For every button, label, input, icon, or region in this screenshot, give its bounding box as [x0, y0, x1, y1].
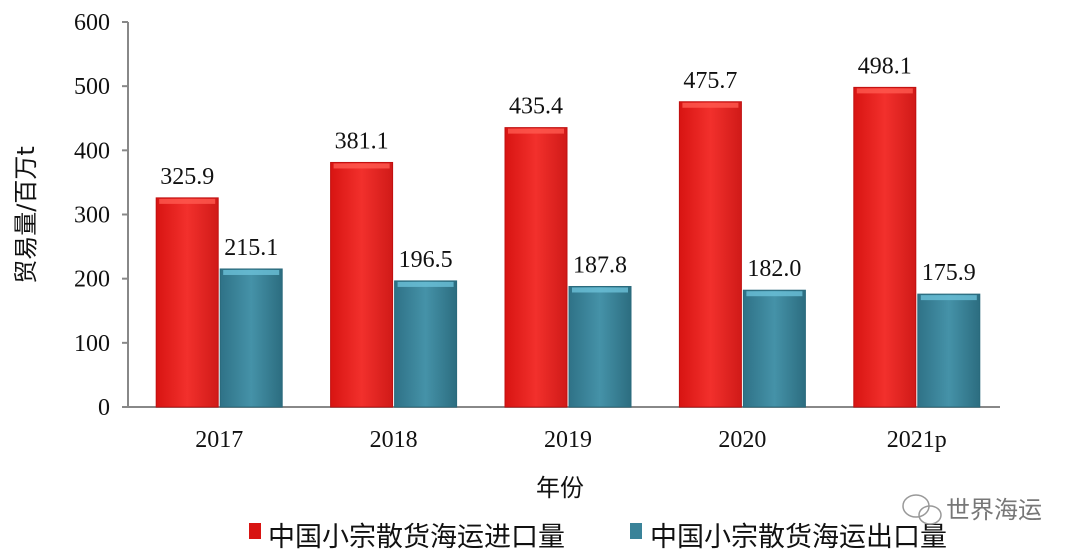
export-data-label: 215.1	[224, 235, 278, 261]
import-bar-top	[333, 163, 390, 169]
y-tick-label: 100	[74, 331, 110, 357]
export-data-label: 196.5	[399, 247, 453, 273]
legend-label-export: 中国小宗散货海运出口量	[650, 522, 947, 553]
import-bar	[678, 101, 742, 408]
export-bar	[219, 268, 283, 408]
legend-label-import: 中国小宗散货海运进口量	[268, 522, 565, 553]
import-data-label: 498.1	[858, 53, 912, 79]
import-bar	[330, 161, 394, 408]
import-bar	[853, 86, 917, 408]
y-tick-label: 0	[98, 395, 110, 421]
import-bar-top	[159, 198, 216, 204]
watermark: 世界海运	[902, 494, 1042, 525]
export-bar-top	[397, 281, 454, 287]
import-bar	[155, 197, 219, 408]
import-data-label: 381.1	[335, 128, 389, 154]
import-data-label: 475.7	[683, 68, 737, 94]
x-tick-label: 2021p	[887, 427, 947, 453]
import-bar-top	[682, 102, 739, 108]
y-tick-label: 300	[74, 203, 110, 229]
y-tick-label: 200	[74, 267, 110, 293]
x-axis-label: 年份	[536, 474, 584, 502]
x-tick-label: 2020	[718, 427, 766, 453]
import-data-label: 325.9	[160, 164, 214, 190]
watermark-text: 世界海运	[946, 496, 1042, 524]
export-bar	[917, 293, 981, 408]
wechat-icon	[902, 494, 942, 525]
export-data-label: 187.8	[573, 252, 627, 278]
legend: 中国小宗散货海运进口量 中国小宗散货海运出口量	[249, 522, 947, 553]
import-bar-top	[856, 88, 913, 94]
export-bar-top	[223, 269, 280, 275]
export-bar-top	[746, 291, 803, 297]
bars: 325.9 215.1 381.1 196.5 435.4 187.8 475.7 182.0…	[155, 53, 981, 408]
export-bar	[568, 285, 632, 408]
x-tick-label: 2017	[195, 427, 243, 453]
import-bar	[504, 127, 568, 408]
import-bar-top	[508, 128, 564, 134]
x-tick-label: 2018	[370, 427, 418, 453]
export-bar-top	[572, 287, 628, 293]
legend-swatch-export	[630, 523, 642, 539]
export-bar	[394, 280, 458, 408]
axes: 0 100 200 300 400 500 600 2017 2018 2019 2020 2021p	[74, 10, 1000, 453]
x-tick-label: 2019	[544, 427, 592, 453]
legend-swatch-import	[249, 523, 261, 539]
y-tick-label: 400	[74, 138, 110, 164]
export-data-label: 182.0	[747, 256, 801, 282]
export-bar-top	[920, 295, 977, 301]
y-tick-label: 600	[74, 10, 110, 36]
y-tick-label: 500	[74, 74, 110, 100]
export-bar	[742, 289, 806, 408]
export-data-label: 175.9	[922, 260, 976, 286]
import-data-label: 435.4	[509, 94, 563, 120]
y-axis-label: 贸易量/百万t	[12, 146, 40, 284]
